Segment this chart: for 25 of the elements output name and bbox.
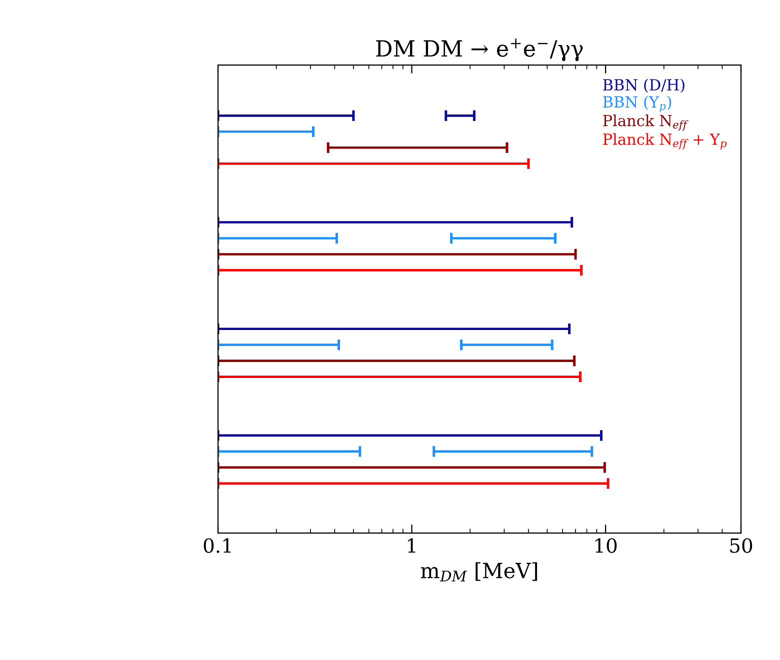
- text: Planck N$_{eff}$ + Y$_{p}$: [603, 133, 727, 150]
- bar: [218, 269, 582, 272]
- text: BBN (D/H): [603, 78, 684, 93]
- bar: [218, 162, 528, 165]
- bar: [446, 114, 474, 117]
- x-tick-label: 0.1: [204, 538, 231, 553]
- text: Planck N$_{eff}$: [603, 114, 688, 131]
- x-tick-label: 10: [596, 538, 617, 553]
- bar: [218, 360, 574, 362]
- bar: [218, 221, 572, 224]
- bar: [218, 344, 339, 346]
- bar: [218, 130, 314, 133]
- bar: [451, 237, 556, 240]
- bar: [218, 114, 354, 117]
- bar: [218, 376, 580, 378]
- x-axis-title: m$_{DM}$ [MeV]: [420, 562, 538, 582]
- bar: [461, 344, 552, 346]
- bar: [218, 237, 337, 240]
- bar: [218, 253, 576, 256]
- text: BBN (Y$_{p}$): [603, 96, 672, 112]
- bar: [218, 328, 570, 330]
- x-tick-label: 1: [408, 538, 416, 553]
- x-tick-label: 50: [730, 538, 752, 553]
- chart-title: DM DM → e$^{+}$e$^{−}$/γγ: [376, 38, 583, 62]
- bar: [328, 146, 507, 149]
